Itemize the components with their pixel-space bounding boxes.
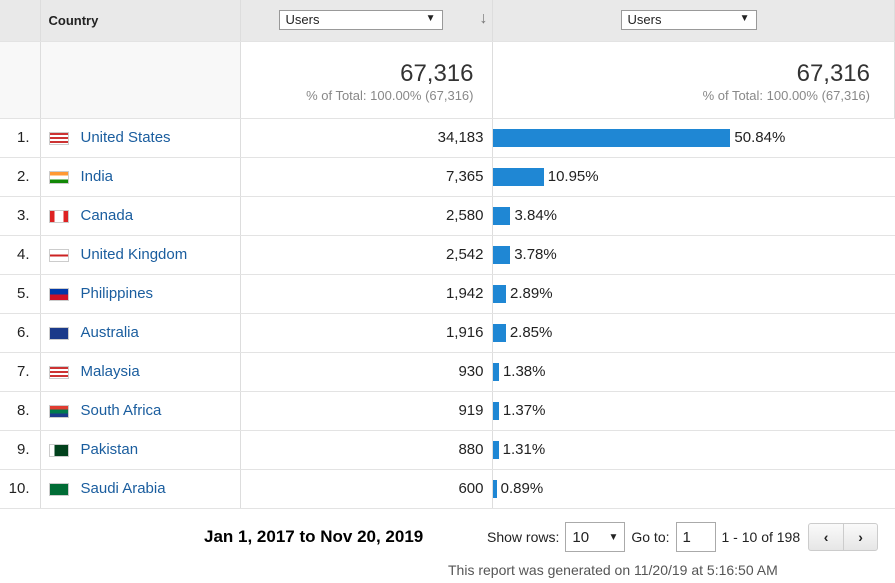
users-value: 919 <box>240 391 493 431</box>
pct-bar <box>492 167 544 186</box>
country-link[interactable]: India <box>80 168 114 185</box>
total-pct: % of Total: 100.00% (67,316) <box>306 87 474 103</box>
table-row: 4. United Kingdom 2,542 3.78% <box>0 235 895 275</box>
users-value: 34,183 <box>240 118 493 158</box>
sort-desc-icon[interactable]: ↓ <box>479 10 488 27</box>
country-link[interactable]: United States <box>80 129 171 146</box>
country-link[interactable]: South Africa <box>80 402 162 419</box>
row-index: 7. <box>0 352 41 392</box>
metric-select[interactable]: Users <box>278 10 443 31</box>
table-row: 3. Canada 2,580 3.84% <box>0 196 895 236</box>
pct-bar <box>492 440 499 459</box>
row-index: 10. <box>0 469 41 509</box>
table-row: 5. Philippines 1,942 2.89% <box>0 274 895 314</box>
date-range: Jan 1, 2017 to Nov 20, 2019 <box>204 527 424 546</box>
show-rows-select[interactable]: 10 ▼ <box>565 522 626 552</box>
pct-value: 3.84% <box>514 207 558 225</box>
pct-value: 2.85% <box>509 324 553 342</box>
flag-icon-pk <box>48 443 69 457</box>
users-value: 930 <box>240 352 493 392</box>
row-index: 5. <box>0 274 41 314</box>
pct-value: 2.89% <box>510 285 553 303</box>
pct-value: 1.31% <box>502 441 546 459</box>
flag-icon-za <box>48 404 69 418</box>
pct-bar <box>492 245 511 264</box>
flag-icon-au <box>48 326 69 340</box>
country-link[interactable]: Philippines <box>80 285 154 302</box>
country-header[interactable]: Country <box>40 0 241 42</box>
show-rows-label: Show rows: <box>487 529 560 545</box>
pct-bar <box>492 401 499 420</box>
pct-bar <box>492 284 507 303</box>
pct-value: 10.95% <box>547 168 599 186</box>
row-index: 9. <box>0 430 41 470</box>
table-row: 8. South Africa 919 1.37% <box>0 391 895 431</box>
users-value: 880 <box>240 430 493 470</box>
users-value: 1,942 <box>240 274 493 314</box>
pct-bar <box>492 323 506 342</box>
users-value: 2,580 <box>240 196 493 236</box>
pct-bar <box>492 128 731 147</box>
country-link[interactable]: Malaysia <box>80 363 140 380</box>
table-footer: Jan 1, 2017 to Nov 20, 2019 Show rows: 1… <box>0 520 895 583</box>
country-link[interactable]: Canada <box>80 207 134 224</box>
table-row: 7. Malaysia 930 1.38% <box>0 352 895 392</box>
flag-icon-sa <box>48 482 69 496</box>
flag-icon-ph <box>48 287 69 301</box>
pct-bar <box>492 206 511 225</box>
flag-icon-gb <box>48 248 69 262</box>
report-table: Country Users↓ Users 67,316% of Total: 1… <box>0 0 895 509</box>
users-value: 1,916 <box>240 313 493 353</box>
users-value: 600 <box>240 469 493 509</box>
country-link[interactable]: Pakistan <box>80 441 139 458</box>
pct-bar <box>492 479 497 498</box>
goto-label: Go to: <box>631 529 670 545</box>
total-pct-2: % of Total: 100.00% (67,316) <box>702 87 870 103</box>
metric-select-2[interactable]: Users <box>620 10 757 31</box>
flag-icon-my <box>48 365 69 379</box>
table-row: 6. Australia 1,916 2.85% <box>0 313 895 353</box>
total-users: 67,316 <box>400 59 474 87</box>
row-index: 8. <box>0 391 41 431</box>
page-range: 1 - 10 of 198 <box>721 529 801 545</box>
prev-page-button[interactable]: ‹ <box>823 529 829 545</box>
pct-bar <box>492 362 499 381</box>
table-row: 9. Pakistan 880 1.31% <box>0 430 895 470</box>
flag-icon-in <box>48 170 69 184</box>
pct-value: 1.38% <box>502 363 546 381</box>
users-value: 7,365 <box>240 157 493 197</box>
row-index: 6. <box>0 313 41 353</box>
row-index: 2. <box>0 157 41 197</box>
pct-value: 3.78% <box>514 246 557 264</box>
generated-note: This report was generated on 11/20/19 at… <box>448 562 778 578</box>
goto-input[interactable]: 1 <box>675 522 716 552</box>
pct-value: 50.84% <box>734 129 786 147</box>
index-header <box>0 0 41 42</box>
table-row: 10. Saudi Arabia 600 0.89% <box>0 469 895 509</box>
country-link[interactable]: United Kingdom <box>80 246 188 263</box>
row-index: 1. <box>0 118 41 158</box>
country-link[interactable]: Australia <box>80 324 139 341</box>
row-index: 4. <box>0 235 41 275</box>
users-value: 2,542 <box>240 235 493 275</box>
flag-icon-ca <box>48 209 69 223</box>
total-users-2: 67,316 <box>796 59 870 87</box>
country-link[interactable]: Saudi Arabia <box>80 480 166 497</box>
pct-value: 0.89% <box>500 480 544 498</box>
next-page-button[interactable]: › <box>843 524 877 550</box>
table-row: 1. United States 34,183 50.84% <box>0 118 895 158</box>
table-row: 2. India 7,365 10.95% <box>0 157 895 197</box>
show-rows-value: 10 <box>572 528 590 546</box>
row-index: 3. <box>0 196 41 236</box>
flag-icon-us <box>48 131 69 145</box>
pct-value: 1.37% <box>502 402 546 420</box>
